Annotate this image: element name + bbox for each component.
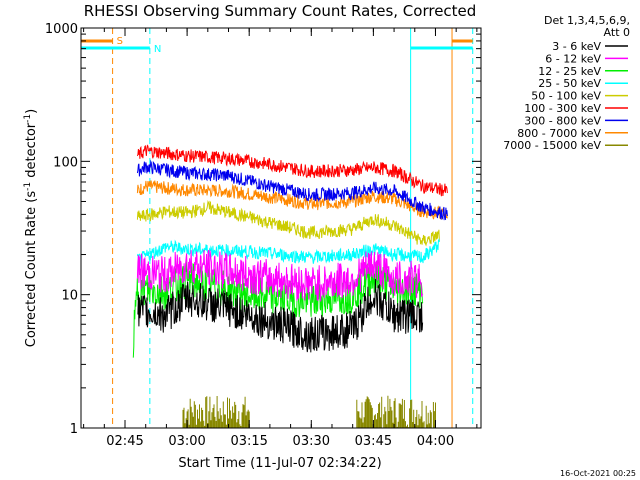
x-axis-label: Start Time (11-Jul-07 02:34:22) <box>178 456 381 471</box>
legend-label-1: 6 - 12 keV <box>545 52 601 65</box>
legend-label-8: 7000 - 15000 keV <box>503 139 601 152</box>
series-line-6 <box>136 159 448 221</box>
legend-label-3: 25 - 50 keV <box>538 77 601 90</box>
x-tick-label: 03:45 <box>355 434 392 449</box>
y-tick-label: 1 <box>70 422 78 437</box>
legend-label-7: 800 - 7000 keV <box>517 127 601 140</box>
series-line-8 <box>182 395 436 428</box>
y-axis-label-end: ) <box>24 109 39 114</box>
y-tick-label: 10 <box>61 289 78 304</box>
x-tick-label: 03:15 <box>230 434 267 449</box>
legend-label-0: 3 - 6 keV <box>552 40 601 53</box>
chart-title: RHESSI Observing Summary Count Rates, Co… <box>84 2 477 20</box>
plot-frame <box>80 27 482 429</box>
y-axis-label-sup2: -1 <box>23 114 33 123</box>
flag-label-n: N <box>154 44 161 55</box>
legend-label-4: 50 - 100 keV <box>531 90 601 103</box>
legend-header-line-0: Det 1,3,4,5,6,9, <box>544 14 630 27</box>
flag-label-s: S <box>117 36 123 47</box>
legend-label-6: 300 - 800 keV <box>524 114 601 127</box>
legend-header-line-1: Att 0 <box>604 26 630 39</box>
series-line-3 <box>136 238 440 267</box>
y-axis-label-sup1: -1 <box>23 182 33 191</box>
x-tick-label: 03:30 <box>293 434 330 449</box>
series-line-7 <box>136 180 448 220</box>
plot-area: SN <box>81 28 474 428</box>
x-tick-label: 02:45 <box>106 434 143 449</box>
x-tick-label: 03:00 <box>168 434 205 449</box>
y-tick-label: 100 <box>53 155 78 170</box>
footer-date: 16-Oct-2021 00:25 <box>560 469 636 478</box>
x-tick-label: 04:00 <box>417 434 454 449</box>
y-axis-label: Corrected Count Rate (s-1 detector-1) <box>23 109 39 347</box>
series-line-4 <box>136 200 440 247</box>
legend-label-5: 100 - 300 keV <box>524 102 601 115</box>
series-line-1 <box>136 249 424 302</box>
y-axis-label-main: Corrected Count Rate (s <box>24 191 39 348</box>
y-tick-label: 1000 <box>45 22 78 37</box>
y-axis-label-mid: detector <box>24 122 39 182</box>
axes: 02:45 03:00 03:15 03:30 03:45 04:00 1 10 100 1000 <box>45 22 481 449</box>
series-line-5 <box>136 144 448 197</box>
legend-label-2: 12 - 25 keV <box>538 65 601 78</box>
series-line-0 <box>137 278 424 353</box>
